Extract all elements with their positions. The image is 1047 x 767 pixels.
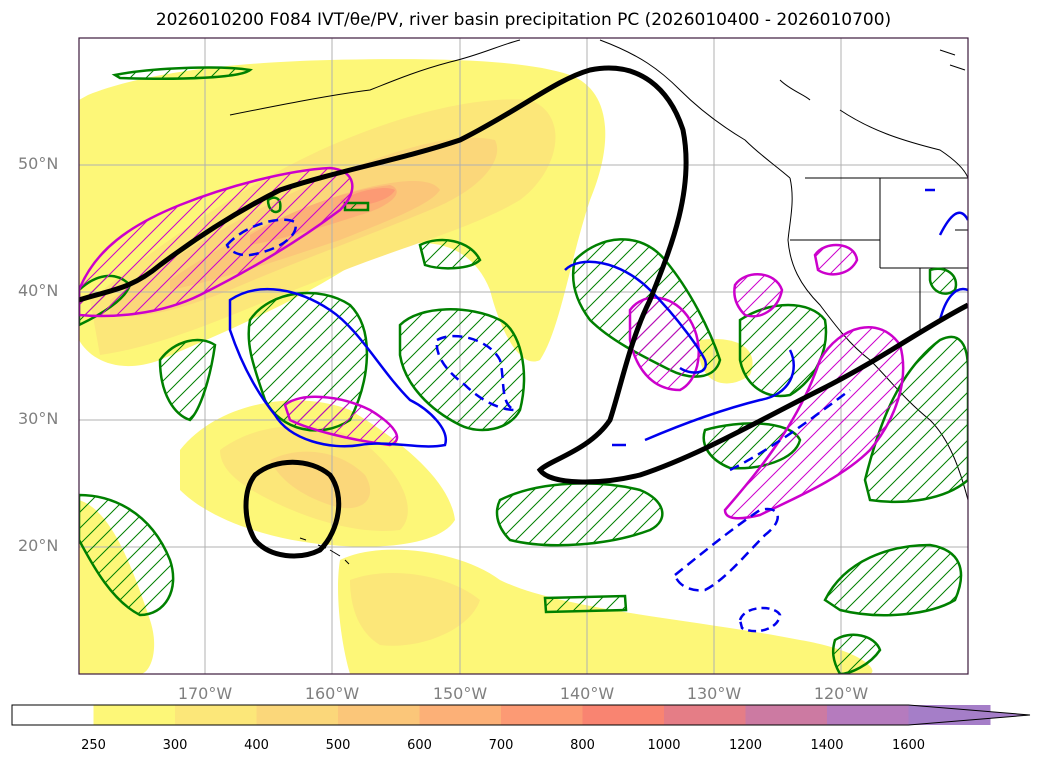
colorbar-extend-arrow	[908, 705, 1030, 725]
colorbar-swatch	[93, 705, 176, 725]
coastlines	[229, 39, 968, 565]
lon-label-120w: 120°W	[813, 684, 869, 703]
lon-label-170w: 170°W	[177, 684, 233, 703]
colorbar-level-label: 300	[162, 738, 188, 753]
lon-label-150w: 150°W	[432, 684, 488, 703]
colorbar-level-label: 800	[570, 738, 595, 753]
colorbar-level-label: 1600	[891, 738, 926, 753]
colorbar-swatch	[827, 705, 909, 725]
colorbar-swatch	[419, 705, 502, 725]
pv-positive-contours	[79, 166, 905, 520]
colorbar-outline	[11, 704, 1031, 726]
colorbar-swatch	[338, 705, 420, 725]
colorbar-swatch	[501, 705, 583, 725]
lat-label-30: 30°N	[18, 409, 59, 428]
colorbar-level-label: 1000	[647, 738, 681, 753]
colorbar-level-label: 250	[81, 738, 106, 753]
pv-negative-contours	[225, 188, 968, 633]
lon-label-160w: 160°W	[304, 684, 360, 703]
colorbar	[11, 704, 1031, 726]
theta-e-contours	[79, 65, 968, 559]
colorbar-level-label: 700	[488, 738, 514, 753]
colorbar-swatch	[12, 705, 94, 725]
lat-label-20: 20°N	[18, 536, 59, 555]
colorbar-level-label: 1400	[810, 738, 844, 753]
colorbar-swatch	[582, 705, 665, 725]
map-title: 2026010200 F084 IVT/θe/PV, river basin p…	[155, 10, 892, 30]
lon-label-140w: 140°W	[559, 684, 615, 703]
precip-contours	[79, 66, 968, 674]
lat-label-40: 40°N	[18, 281, 59, 300]
colorbar-level-label: 400	[244, 738, 269, 753]
lat-label-50: 50°N	[18, 154, 59, 173]
grid-lines	[79, 38, 968, 674]
colorbar-swatch	[745, 705, 828, 725]
colorbar-level-label: 1200	[728, 738, 763, 753]
colorbar-level-label: 500	[325, 738, 351, 753]
colorbar-swatch	[175, 705, 257, 725]
colorbar-level-label: 600	[407, 738, 432, 753]
ivt-shading	[79, 59, 873, 674]
colorbar-swatch	[256, 705, 339, 725]
colorbar-swatch	[664, 705, 746, 725]
lon-label-130w: 130°W	[686, 684, 742, 703]
map-frame	[78, 37, 969, 675]
